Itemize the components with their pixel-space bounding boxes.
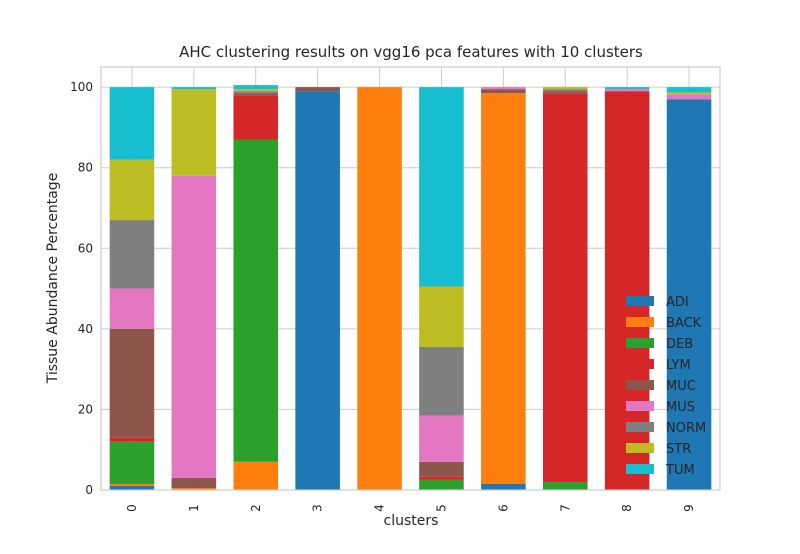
bar-segment-adi-cluster-9 xyxy=(666,99,712,490)
bar-segment-back-cluster-4 xyxy=(357,87,402,491)
bar-segment-tum-cluster-5 xyxy=(419,87,464,287)
x-tick-label: 3 xyxy=(311,504,325,512)
legend-label-muc: MUC xyxy=(666,379,696,394)
bar-segment-norm-cluster-2 xyxy=(233,91,279,94)
x-tick-label: 5 xyxy=(434,504,448,512)
bar-segment-tum-cluster-2 xyxy=(233,85,279,90)
bar-segment-lym-cluster-0 xyxy=(109,437,155,442)
bar-segment-back-cluster-6 xyxy=(481,93,526,484)
legend-swatch-norm xyxy=(626,422,654,432)
legend-swatch-lym xyxy=(626,359,654,369)
x-tick-label: 2 xyxy=(249,504,263,512)
bar-segment-tum-cluster-0 xyxy=(109,87,155,160)
bar-segment-adi-cluster-3 xyxy=(295,91,340,491)
y-tick-label: 0 xyxy=(85,483,93,497)
bar-segment-str-cluster-9 xyxy=(666,92,712,95)
x-tick-label: 8 xyxy=(620,504,634,512)
bar-segment-mus-cluster-1 xyxy=(171,175,217,478)
bar-segment-mus-cluster-9 xyxy=(666,94,712,100)
legend-label-lym: LYM xyxy=(666,358,691,373)
legend-label-deb: DEB xyxy=(666,337,693,352)
bar-segment-norm-cluster-7 xyxy=(542,89,588,92)
bar-segment-mus-cluster-8 xyxy=(604,89,650,92)
y-axis-label: Tissue Abundance Percentage xyxy=(45,173,61,385)
bar-segment-str-cluster-0 xyxy=(109,159,155,221)
legend-swatch-adi xyxy=(626,296,654,306)
bar-segment-tum-cluster-8 xyxy=(604,87,650,90)
y-tick-label: 80 xyxy=(78,161,93,175)
legend-label-tum: TUM xyxy=(665,463,695,478)
bar-segment-mus-cluster-5 xyxy=(419,415,464,462)
bar-segment-deb-cluster-0 xyxy=(109,441,155,484)
bar-segment-lym-cluster-5 xyxy=(419,476,464,480)
bar-segment-muc-cluster-3 xyxy=(295,87,340,92)
bar-segment-muc-cluster-5 xyxy=(419,461,464,477)
bar-segment-norm-cluster-0 xyxy=(109,220,155,289)
bar-segment-adi-cluster-0 xyxy=(109,485,155,490)
bar-segment-mus-cluster-6 xyxy=(481,87,526,90)
legend-swatch-muc xyxy=(626,380,654,390)
bar-segment-tum-cluster-1 xyxy=(171,87,217,90)
y-tick-label: 20 xyxy=(78,402,93,416)
bar-segment-back-cluster-0 xyxy=(109,483,155,486)
bar-segment-mus-cluster-0 xyxy=(109,288,155,329)
legend-label-norm: NORM xyxy=(666,421,706,436)
x-tick-label: 6 xyxy=(496,504,510,512)
bar-segment-tum-cluster-9 xyxy=(666,87,712,93)
legend-swatch-tum xyxy=(626,464,654,474)
x-tick-label: 1 xyxy=(187,504,201,512)
plot-frame xyxy=(100,66,721,491)
bar-segment-str-cluster-5 xyxy=(419,286,464,347)
x-tick-label: 4 xyxy=(373,504,387,512)
bar-segment-muc-cluster-6 xyxy=(481,89,526,94)
legend-swatch-deb xyxy=(626,338,654,348)
x-tick-label: 7 xyxy=(558,504,572,512)
legend-swatch-back xyxy=(626,317,654,327)
bar-segment-deb-cluster-2 xyxy=(233,139,279,462)
legend-label-mus: MUS xyxy=(666,400,695,415)
x-tick-label: 0 xyxy=(125,504,139,512)
bar-segment-str-cluster-1 xyxy=(171,89,217,176)
x-axis-label: clusters xyxy=(384,513,439,529)
legend-label-adi: ADI xyxy=(666,295,689,310)
y-tick-label: 100 xyxy=(70,80,93,94)
bar-segment-muc-cluster-1 xyxy=(171,477,217,488)
y-tick-label: 40 xyxy=(78,322,93,336)
x-tick-label: 9 xyxy=(682,504,696,512)
bar-segment-lym-cluster-2 xyxy=(233,95,279,140)
legend-swatch-str xyxy=(626,443,654,453)
bar-segment-norm-cluster-5 xyxy=(419,346,464,416)
bar-segment-back-cluster-2 xyxy=(233,461,279,490)
bar-segment-muc-cluster-2 xyxy=(233,93,279,96)
bar-segment-deb-cluster-7 xyxy=(542,481,588,490)
bar-segment-adi-cluster-6 xyxy=(481,483,526,490)
bar-segment-lym-cluster-7 xyxy=(542,93,588,482)
bar-segment-str-cluster-7 xyxy=(542,87,588,90)
legend-label-str: STR xyxy=(666,442,691,457)
legend-label-back: BACK xyxy=(666,316,702,331)
y-tick-label: 60 xyxy=(78,241,93,255)
bar-segment-deb-cluster-5 xyxy=(419,479,464,490)
bar-segment-muc-cluster-7 xyxy=(542,91,588,94)
chart-title: AHC clustering results on vgg16 pca feat… xyxy=(179,43,643,61)
bar-segment-str-cluster-2 xyxy=(233,89,279,92)
legend-swatch-mus xyxy=(626,401,654,411)
bar-segment-muc-cluster-0 xyxy=(109,328,155,438)
bar-segment-back-cluster-1 xyxy=(171,487,217,490)
